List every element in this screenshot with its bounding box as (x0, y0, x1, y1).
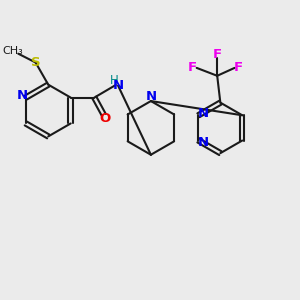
Text: N: N (197, 107, 208, 120)
Text: CH₃: CH₃ (2, 46, 23, 56)
Text: F: F (213, 48, 222, 61)
Text: S: S (31, 56, 40, 69)
Text: N: N (197, 136, 208, 148)
Text: F: F (234, 61, 243, 74)
Text: F: F (188, 61, 197, 74)
Text: N: N (112, 79, 124, 92)
Text: O: O (100, 112, 111, 125)
Text: H: H (110, 74, 119, 87)
Text: N: N (16, 89, 28, 103)
Text: N: N (145, 90, 156, 104)
